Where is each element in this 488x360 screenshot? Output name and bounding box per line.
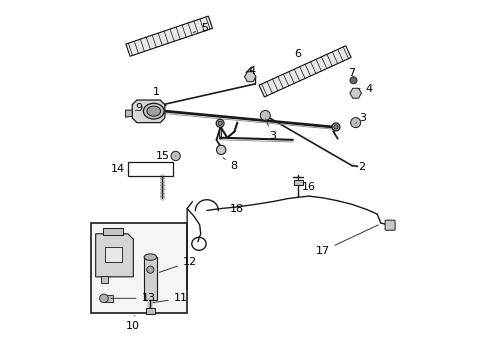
Polygon shape — [259, 46, 350, 97]
Text: 14: 14 — [111, 163, 129, 174]
Polygon shape — [132, 100, 164, 123]
Ellipse shape — [143, 103, 164, 119]
Text: 13: 13 — [111, 293, 155, 303]
Circle shape — [216, 145, 225, 154]
Text: 5: 5 — [193, 23, 207, 33]
Bar — [91, 223, 187, 313]
Ellipse shape — [147, 106, 160, 116]
Text: 15: 15 — [155, 150, 175, 161]
Text: 4: 4 — [357, 84, 372, 94]
Bar — [101, 276, 108, 283]
Text: 16: 16 — [298, 180, 315, 192]
Text: 17: 17 — [315, 225, 378, 256]
Text: 18: 18 — [230, 204, 244, 214]
Circle shape — [171, 151, 180, 161]
FancyBboxPatch shape — [384, 220, 394, 230]
Bar — [104, 247, 122, 262]
Text: 2: 2 — [352, 162, 365, 172]
Ellipse shape — [144, 254, 156, 260]
Text: 10: 10 — [125, 315, 140, 331]
Bar — [293, 180, 302, 185]
Text: 9: 9 — [135, 103, 142, 113]
Circle shape — [146, 266, 154, 273]
Text: 11: 11 — [153, 293, 187, 303]
Text: 8: 8 — [223, 158, 237, 171]
Ellipse shape — [333, 125, 337, 129]
Polygon shape — [96, 234, 133, 277]
Text: 3: 3 — [355, 113, 366, 123]
Bar — [145, 309, 155, 314]
Ellipse shape — [218, 121, 222, 126]
Text: 4: 4 — [248, 66, 255, 76]
Text: 3: 3 — [265, 119, 275, 141]
Text: 12: 12 — [159, 257, 197, 272]
Circle shape — [100, 294, 108, 303]
Circle shape — [350, 118, 360, 128]
Text: 6: 6 — [293, 49, 301, 59]
Polygon shape — [125, 16, 212, 56]
Bar — [102, 228, 122, 234]
Circle shape — [260, 111, 270, 121]
Text: 7: 7 — [348, 68, 355, 78]
Polygon shape — [125, 110, 132, 117]
Ellipse shape — [331, 123, 339, 131]
Circle shape — [349, 77, 356, 84]
Ellipse shape — [216, 120, 224, 127]
Bar — [144, 257, 156, 300]
Text: 1: 1 — [153, 87, 163, 103]
Bar — [104, 295, 113, 302]
Bar — [128, 162, 172, 176]
